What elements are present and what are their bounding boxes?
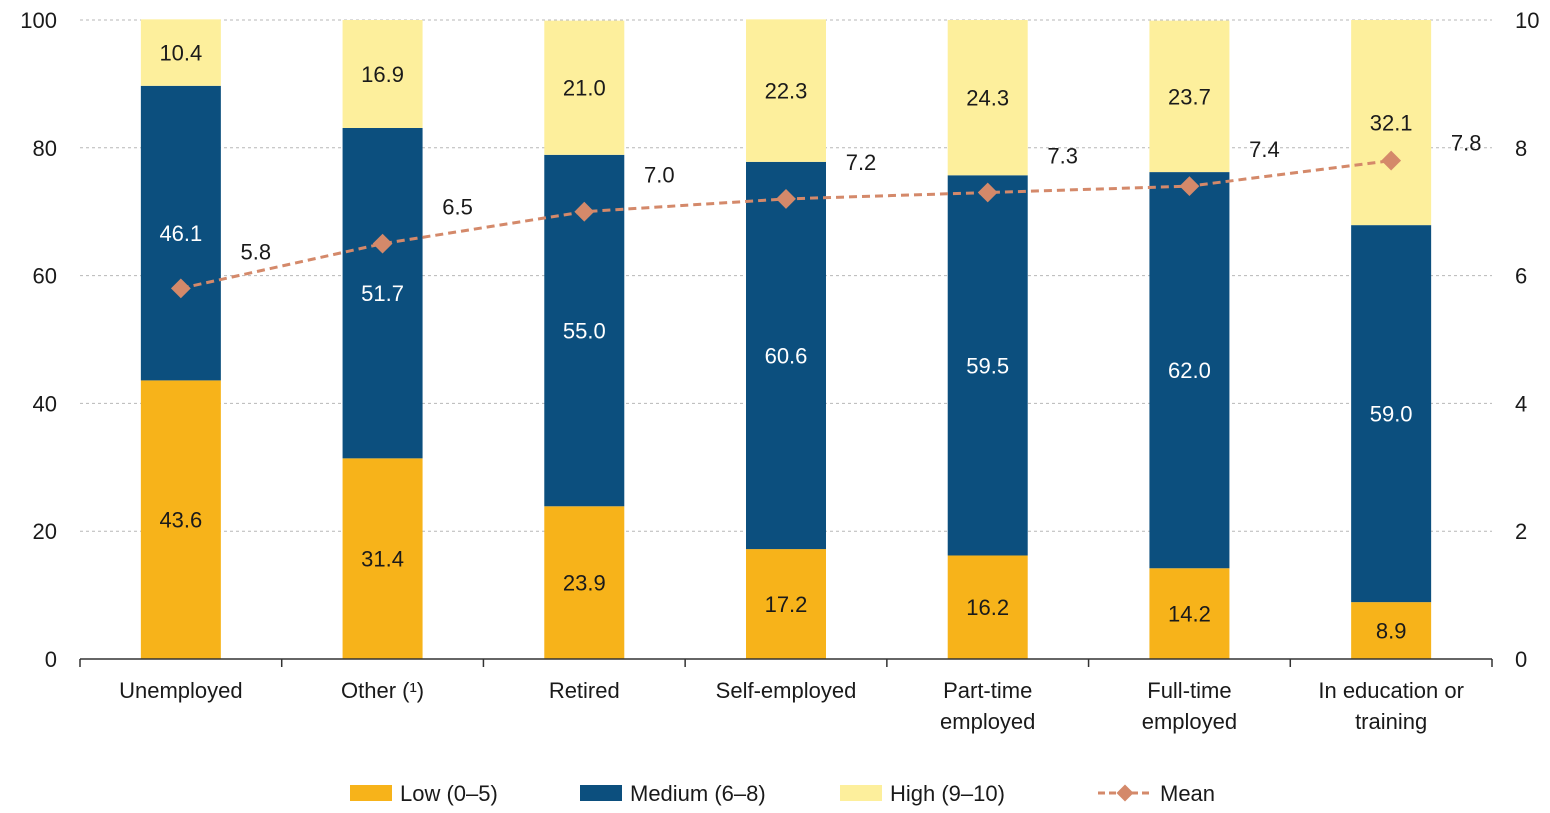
x-axis-category-label: Full-time (1147, 678, 1231, 703)
bar-value-label: 14.2 (1168, 602, 1211, 627)
y-axis-right-tick-label: 10 (1515, 8, 1539, 33)
legend-item: High (9–10) (840, 781, 1005, 806)
gridlines (80, 19, 1492, 532)
y-axis-left-tick-label: 60 (33, 264, 57, 289)
bar-segment (544, 20, 625, 155)
bar-value-label: 60.6 (765, 343, 808, 368)
bar-segment (544, 506, 625, 659)
bar-segment (1351, 20, 1432, 226)
legend: Low (0–5) Medium (6–8) High (9–10) Mean (350, 781, 1215, 806)
x-axis-category-label: Retired (549, 678, 620, 703)
mean-value-label: 7.0 (644, 163, 675, 188)
bar-value-label: 62.0 (1168, 358, 1211, 383)
bar-value-label: 8.9 (1376, 619, 1407, 644)
y-axis-left-tick-label: 40 (33, 391, 57, 416)
legend-label: Mean (1160, 781, 1215, 806)
bar-segment (1351, 602, 1432, 659)
bar-segment (140, 19, 221, 86)
bar-segment (342, 458, 423, 659)
legend-swatch (580, 785, 622, 801)
mean-value-label: 7.4 (1249, 137, 1280, 162)
mean-marker (170, 278, 191, 299)
legend-label: Low (0–5) (400, 781, 498, 806)
bar-value-label: 51.7 (361, 281, 404, 306)
value-labels: 43.6 46.1 10.4 31.4 51.7 16.9 23.9 55.0 21.0 17.2… (159, 41, 1481, 644)
bar-segment (1149, 172, 1230, 569)
bar-segment (1351, 225, 1432, 603)
x-axis-category-label: Self-employed (716, 678, 857, 703)
bar-segment (746, 549, 826, 659)
bar-value-label: 22.3 (765, 79, 808, 104)
x-axis-category-label: Part-time (943, 678, 1032, 703)
bar-value-label: 55.0 (563, 319, 606, 344)
legend-item: Medium (6–8) (580, 781, 766, 806)
x-axis-category-label: Unemployed (119, 678, 243, 703)
x-axis-category-label: In education or (1318, 678, 1464, 703)
legend-label: Medium (6–8) (630, 781, 766, 806)
bar-value-label: 21.0 (563, 76, 606, 101)
y-axis-left-tick-label: 80 (33, 136, 57, 161)
legend-swatch (350, 785, 392, 801)
mean-marker (372, 233, 393, 254)
legend-swatch-marker (1116, 784, 1134, 802)
bar-segment (342, 20, 423, 128)
legend-item: Mean (1098, 781, 1215, 806)
bar-value-label: 46.1 (159, 221, 202, 246)
x-axis-category-label: Other (¹) (341, 678, 424, 703)
bar-value-label: 43.6 (159, 508, 202, 533)
bar-value-label: 31.4 (361, 547, 404, 572)
axes: 0 0 20 2 40 4 60 6 80 8 100 10 Unemployed Other (¹) Re… (20, 8, 1539, 734)
mean-value-label: 7.8 (1451, 131, 1482, 156)
y-axis-left-tick-label: 100 (20, 8, 57, 33)
bar-value-label: 23.9 (563, 571, 606, 596)
bar-value-label: 16.9 (361, 62, 404, 87)
mean-value-label: 5.8 (241, 239, 272, 264)
y-axis-right-tick-label: 2 (1515, 519, 1527, 544)
bar-segment (947, 175, 1028, 556)
y-axis-right-tick-label: 4 (1515, 391, 1527, 416)
bar-segment (342, 127, 423, 459)
mean-value-label: 6.5 (442, 195, 473, 220)
mean-marker (1179, 176, 1200, 197)
y-axis-right-tick-label: 6 (1515, 264, 1527, 289)
legend-label: High (9–10) (890, 781, 1005, 806)
y-axis-left-tick-label: 20 (33, 519, 57, 544)
x-axis-category-label: employed (940, 709, 1035, 734)
bar-value-label: 59.0 (1370, 402, 1413, 427)
y-axis-left-tick-label: 0 (45, 647, 57, 672)
bar-value-label: 59.5 (966, 353, 1009, 378)
legend-item: Low (0–5) (350, 781, 498, 806)
bar-value-label: 16.2 (966, 595, 1009, 620)
mean-marker (1381, 150, 1402, 171)
bar-segment (140, 380, 221, 659)
bar-segment (1149, 568, 1230, 659)
bar-segment (746, 19, 826, 162)
legend-swatch (840, 785, 882, 801)
y-axis-right-tick-label: 0 (1515, 647, 1527, 672)
bar-value-label: 23.7 (1168, 84, 1211, 109)
bar-value-label: 10.4 (159, 41, 202, 66)
bar-segment (947, 20, 1028, 176)
bar-value-label: 32.1 (1370, 111, 1413, 136)
bar-value-label: 17.2 (765, 592, 808, 617)
bar-segment (1149, 20, 1230, 173)
bar-segment (947, 555, 1028, 659)
bars (140, 19, 1432, 659)
y-axis-right-tick-label: 8 (1515, 136, 1527, 161)
bar-segment (746, 161, 826, 550)
x-axis-category-label: training (1355, 709, 1427, 734)
mean-value-label: 7.2 (846, 150, 877, 175)
mean-value-label: 7.3 (1047, 144, 1078, 169)
bar-segment (140, 85, 221, 381)
x-axis-category-label: employed (1142, 709, 1237, 734)
bar-value-label: 24.3 (966, 86, 1009, 111)
